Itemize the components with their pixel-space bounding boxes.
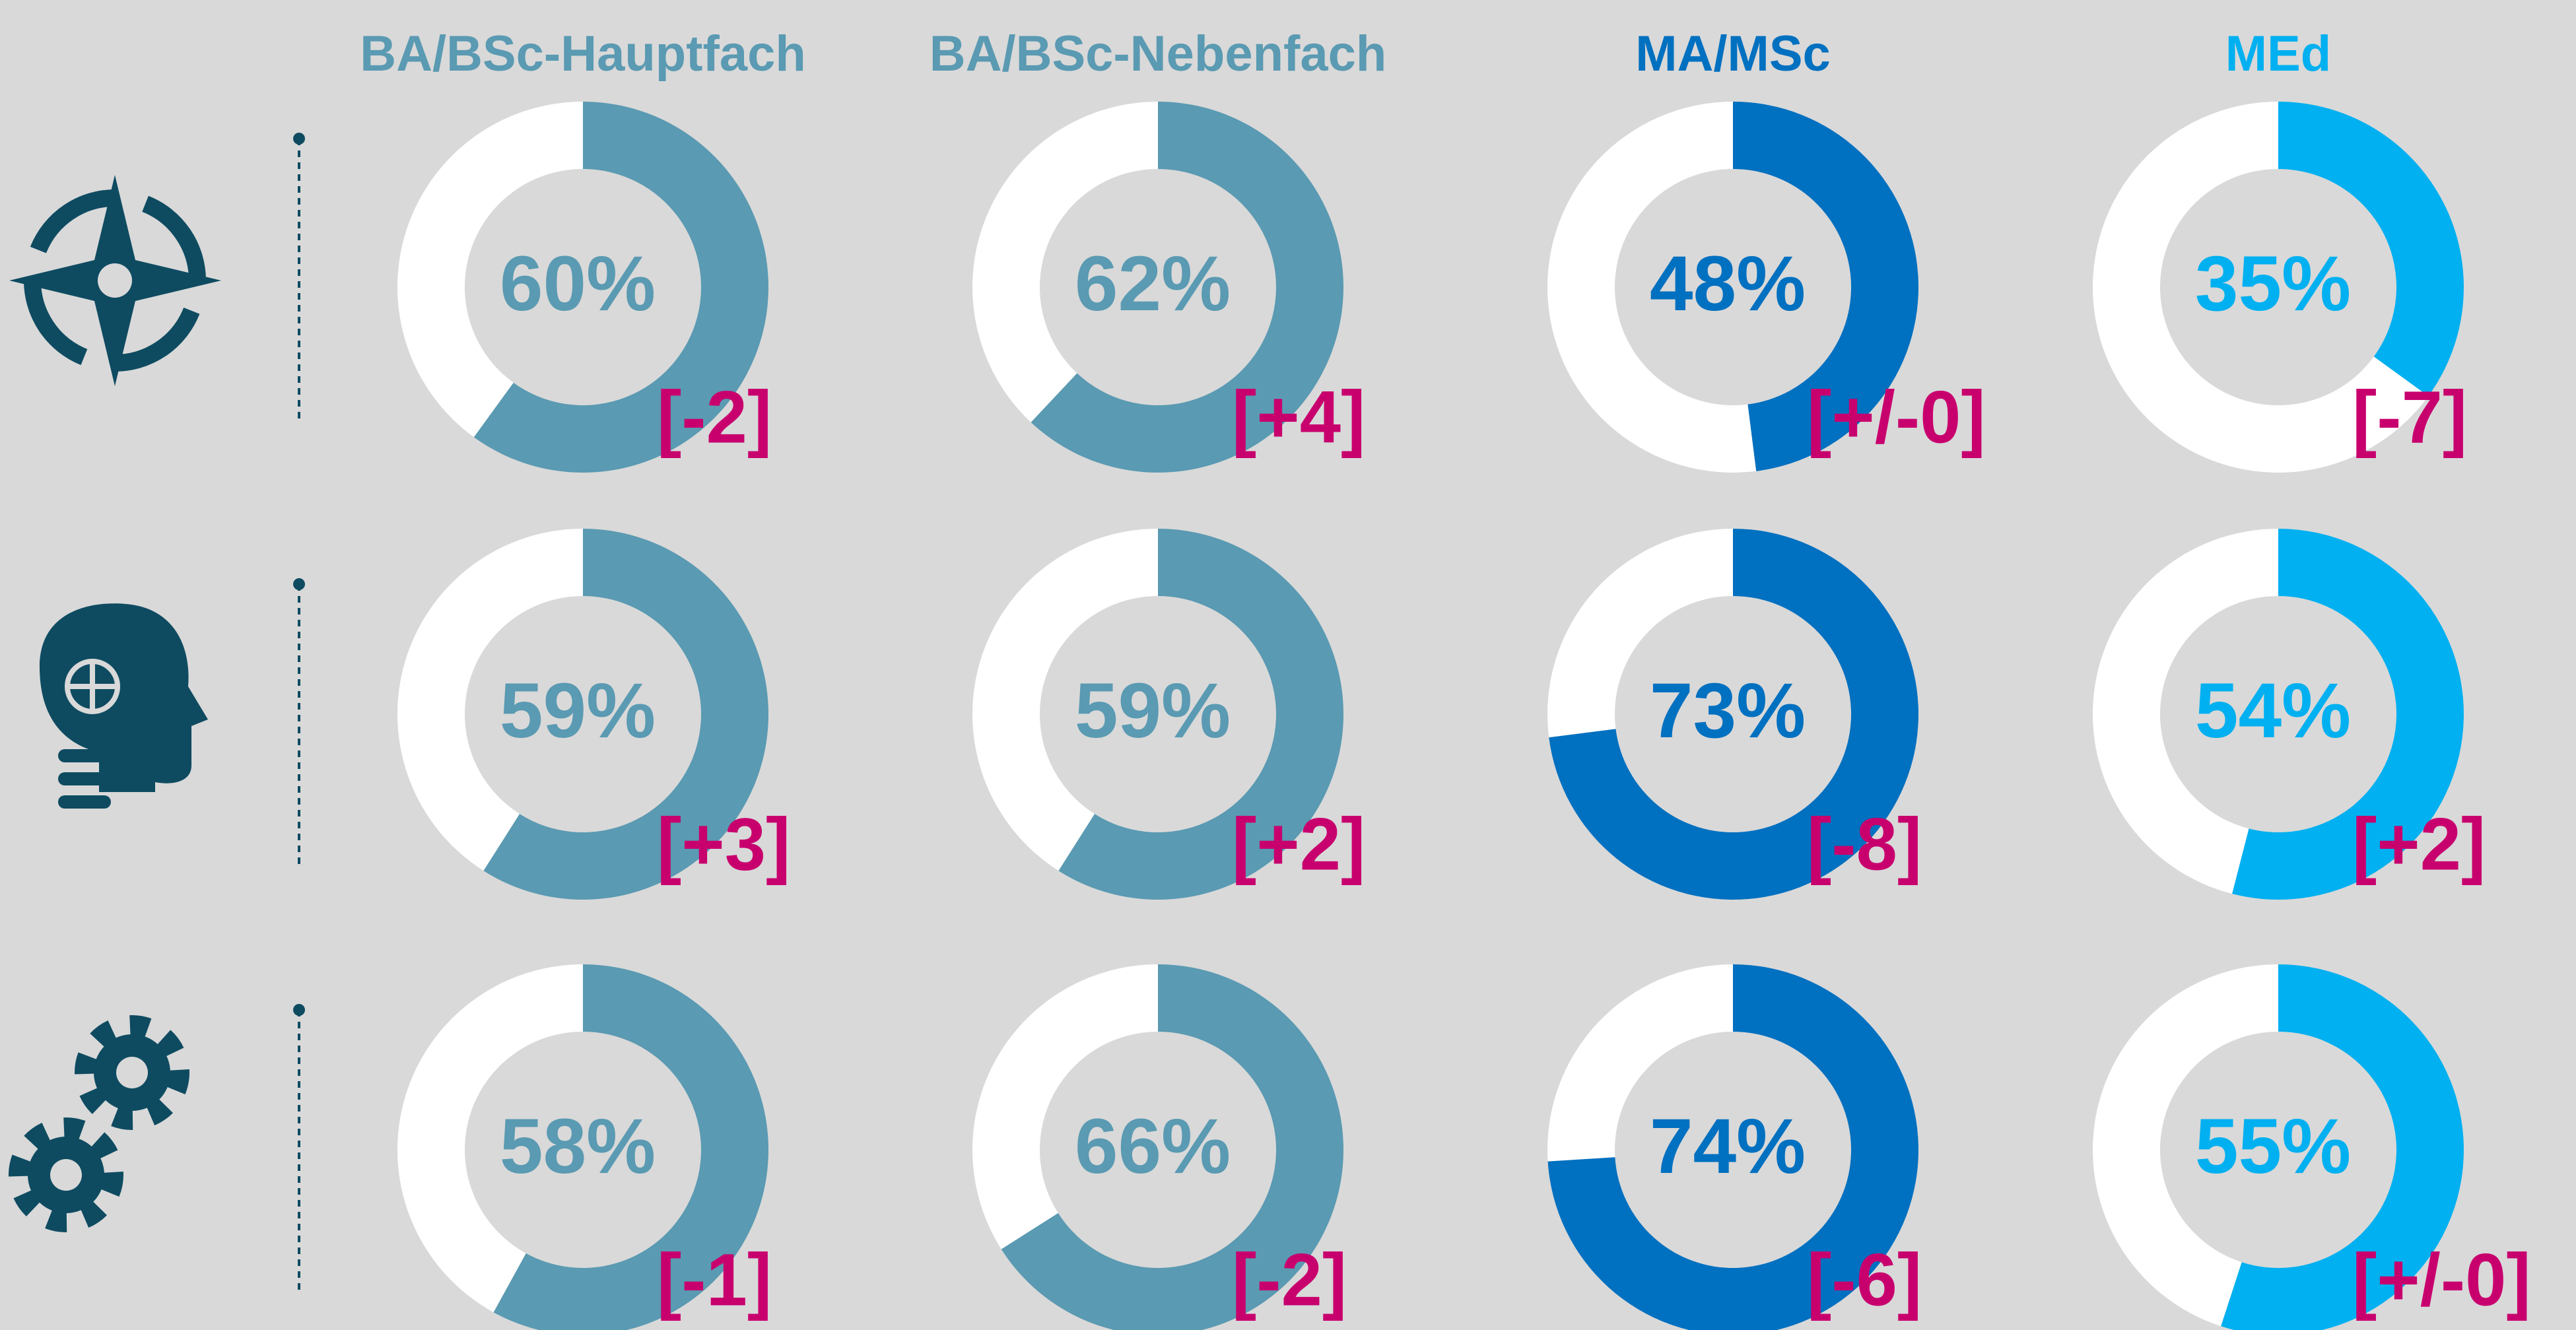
value-label: 62% — [1075, 240, 1231, 327]
separators — [293, 133, 305, 1290]
donut-segment — [1031, 102, 1343, 473]
donut-remainder — [2093, 529, 2278, 894]
donut-segment — [473, 102, 768, 473]
value-label: 59% — [1075, 667, 1231, 754]
donut-segment — [1733, 102, 1918, 471]
compass-icon — [9, 175, 221, 386]
change-label: [-1] — [657, 1239, 772, 1321]
column-header: MEd — [2225, 26, 2331, 82]
donut-remainder — [972, 529, 1158, 871]
donut-remainder — [2093, 964, 2278, 1327]
donut-segment — [1549, 529, 1918, 900]
change-label: [+2] — [2352, 803, 2486, 886]
donut-segment — [1547, 964, 1918, 1330]
change-label: [-8] — [1807, 803, 1922, 886]
value-label: 60% — [500, 240, 656, 327]
donut-remainder — [972, 964, 1158, 1249]
donut-segment — [2221, 964, 2464, 1330]
column-header: BA/BSc-Hauptfach — [360, 26, 806, 82]
value-label: 35% — [2195, 240, 2351, 327]
donut-remainder — [972, 102, 1158, 422]
change-label: [+4] — [1232, 376, 1365, 459]
change-label: [+/-0] — [1807, 376, 1986, 459]
donut-remainder — [397, 529, 583, 871]
change-label: [-6] — [1807, 1239, 1922, 1321]
donut-segment — [2278, 102, 2464, 397]
change-label: [+/-0] — [2352, 1239, 2531, 1321]
donut-remainder — [1547, 964, 1733, 1162]
change-label: [+3] — [657, 803, 790, 886]
donut-remainder — [397, 964, 583, 1313]
donut-segment — [493, 964, 769, 1330]
donut-remainder — [1547, 529, 1733, 738]
column-header: BA/BSc-Nebenfach — [930, 26, 1387, 82]
change-label: [-7] — [2352, 376, 2467, 459]
donut-segment — [2232, 529, 2464, 900]
change-label: [-2] — [1232, 1239, 1347, 1321]
donut-remainder — [397, 102, 583, 438]
value-label: 54% — [2195, 667, 2351, 754]
donut-remainder — [1547, 102, 1757, 473]
change-label: [-2] — [657, 376, 772, 459]
donut-segment — [1001, 964, 1343, 1330]
head-icon — [40, 603, 208, 809]
donut-segment — [483, 529, 769, 900]
column-header: MA/MSc — [1635, 26, 1831, 82]
value-label: 73% — [1650, 667, 1806, 754]
value-label: 48% — [1650, 240, 1806, 327]
value-label: 59% — [500, 667, 656, 754]
value-label: 55% — [2195, 1103, 2351, 1190]
donut-segment — [1058, 529, 1343, 900]
gears-icon — [9, 1015, 189, 1232]
change-label: [+2] — [1232, 803, 1365, 886]
donut-remainder — [2092, 102, 2429, 473]
value-label: 74% — [1650, 1103, 1806, 1190]
value-label: 66% — [1075, 1103, 1231, 1190]
value-label: 58% — [500, 1103, 656, 1190]
